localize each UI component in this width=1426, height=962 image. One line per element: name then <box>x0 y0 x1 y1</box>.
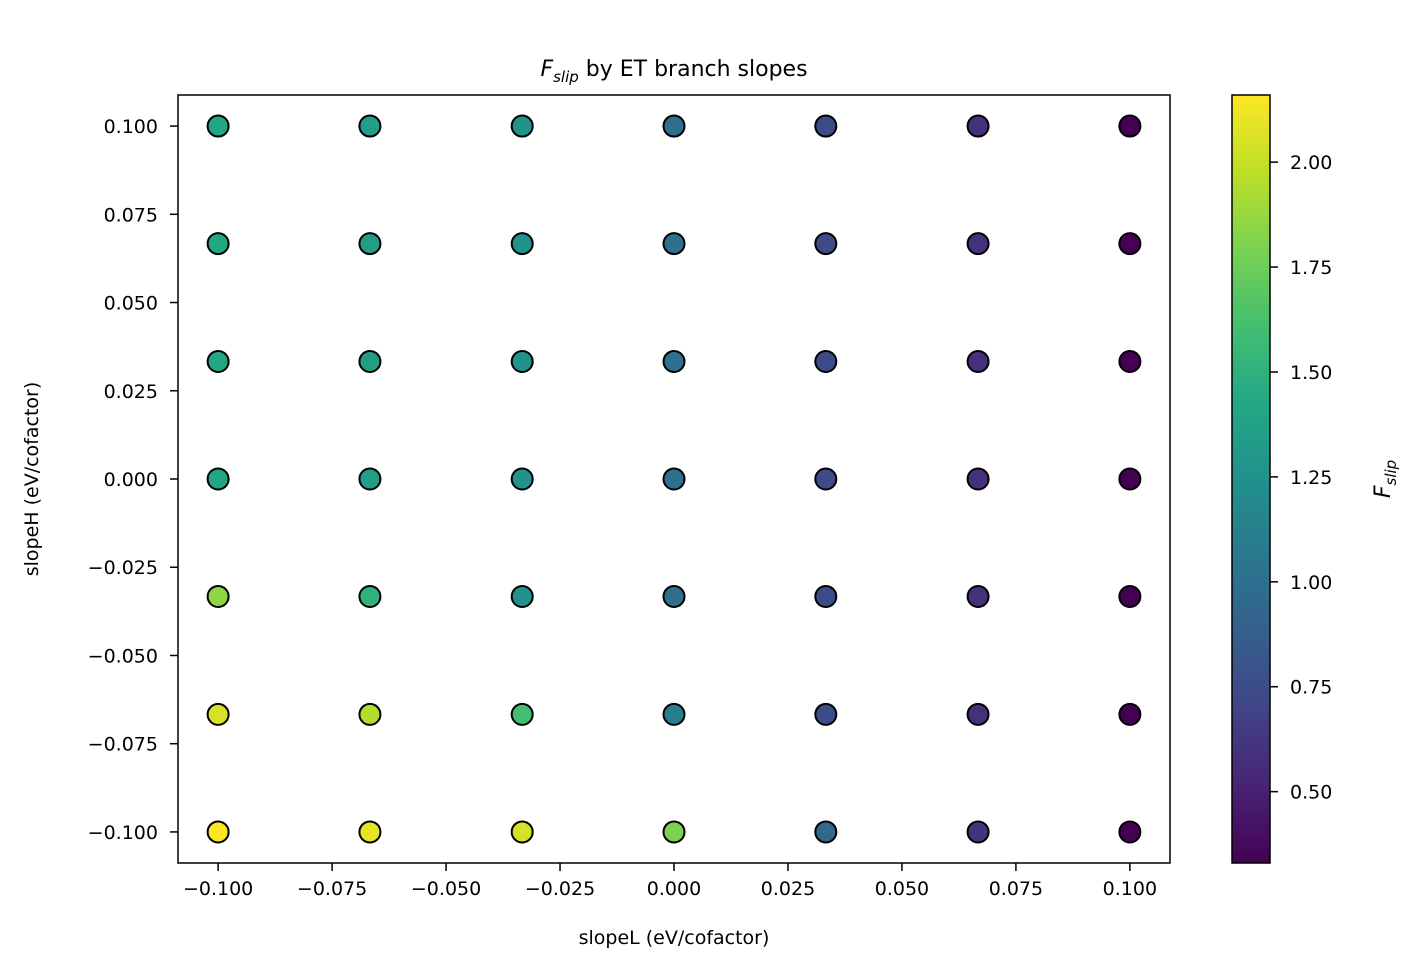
y-tick-label: 0.000 <box>104 469 158 491</box>
scatter-point <box>358 702 382 726</box>
x-tick-label: 0.075 <box>989 878 1043 900</box>
y-tick-label: 0.025 <box>104 381 158 403</box>
scatter-point <box>966 820 990 844</box>
scatter-point <box>358 820 382 844</box>
scatter-point <box>966 702 990 726</box>
scatter-point <box>206 114 230 138</box>
colorbar-ticks: 0.50 0.75 1.00 1.25 1.50 1.75 2.00 <box>1270 152 1332 804</box>
scatter-point <box>662 702 686 726</box>
scatter-point <box>1118 585 1142 609</box>
scatter-point <box>966 232 990 256</box>
scatter-point <box>966 114 990 138</box>
y-tick-label: −0.050 <box>88 645 158 667</box>
x-tick-label: 0.025 <box>761 878 815 900</box>
scatter-point <box>358 467 382 491</box>
scatter-point <box>662 114 686 138</box>
y-axis-label: slopeH (eV/cofactor) <box>21 382 43 577</box>
scatter-point <box>1118 702 1142 726</box>
colorbar-tick-label: 1.75 <box>1290 257 1332 279</box>
scatter-point <box>662 349 686 373</box>
scatter-point <box>510 232 534 256</box>
scatter-point <box>1118 232 1142 256</box>
colorbar-tick-label: 0.75 <box>1290 677 1332 699</box>
colorbar-tick-label: 1.50 <box>1290 362 1332 384</box>
scatter-point <box>662 585 686 609</box>
scatter-point <box>814 820 838 844</box>
scatter-point <box>814 702 838 726</box>
y-tick-label: 0.050 <box>104 293 158 315</box>
scatter-point <box>206 349 230 373</box>
x-tick-label: −0.050 <box>411 878 481 900</box>
scatter-point <box>814 114 838 138</box>
x-tick-label: −0.075 <box>297 878 367 900</box>
y-tick-label: −0.100 <box>88 822 158 844</box>
x-tick-label: −0.025 <box>525 878 595 900</box>
scatter-point <box>966 349 990 373</box>
y-tick-label: −0.025 <box>88 557 158 579</box>
y-tick-label: 0.075 <box>104 204 158 226</box>
x-axis-label: slopeL (eV/cofactor) <box>579 927 770 949</box>
scatter-point <box>510 585 534 609</box>
x-tick-label: 0.100 <box>1103 878 1157 900</box>
colorbar-tick-label: 0.50 <box>1290 782 1332 804</box>
scatter-point <box>510 820 534 844</box>
scatter-point <box>814 349 838 373</box>
y-tick-label: −0.075 <box>88 734 158 756</box>
colorbar-tick-label: 1.00 <box>1290 572 1332 594</box>
scatter-point <box>1118 349 1142 373</box>
scatter-point <box>510 702 534 726</box>
scatter-point <box>662 820 686 844</box>
colorbar-label: Fslip <box>1371 460 1400 498</box>
scatter-point <box>966 467 990 491</box>
scatter-point <box>358 585 382 609</box>
scatter-point <box>1118 820 1142 844</box>
scatter-point <box>358 232 382 256</box>
scatter-point <box>206 820 230 844</box>
x-tick-label: 0.050 <box>875 878 929 900</box>
scatter-point <box>1118 114 1142 138</box>
scatter-point <box>814 585 838 609</box>
x-tick-label: 0.000 <box>647 878 701 900</box>
scatter-point <box>966 585 990 609</box>
scatter-point <box>662 232 686 256</box>
colorbar <box>1231 94 1271 864</box>
scatter-point <box>206 585 230 609</box>
chart-title: Fslip by ET branch slopes <box>540 57 807 86</box>
scatter-point <box>1118 467 1142 491</box>
colorbar-tick-label: 1.25 <box>1290 467 1332 489</box>
x-axis-ticks: −0.100 −0.075 −0.050 −0.025 0.000 0.025 0.050 0… <box>183 863 1157 900</box>
scatter-point <box>510 467 534 491</box>
scatter-point <box>814 232 838 256</box>
y-axis-ticks: −0.100 −0.075 −0.050 −0.025 0.000 0.025 0.050 0… <box>88 116 178 844</box>
scatter-point <box>662 467 686 491</box>
x-tick-label: −0.100 <box>183 878 253 900</box>
scatter-point <box>510 114 534 138</box>
scatter-point <box>358 349 382 373</box>
colorbar-tick-label: 2.00 <box>1290 152 1332 174</box>
scatter-point <box>206 232 230 256</box>
scatter-point <box>510 349 534 373</box>
scatter-point <box>206 467 230 491</box>
scatter-point <box>358 114 382 138</box>
scatter-point <box>206 702 230 726</box>
y-tick-label: 0.100 <box>104 116 158 138</box>
scatter-point <box>814 467 838 491</box>
scatter-points <box>206 114 1142 844</box>
